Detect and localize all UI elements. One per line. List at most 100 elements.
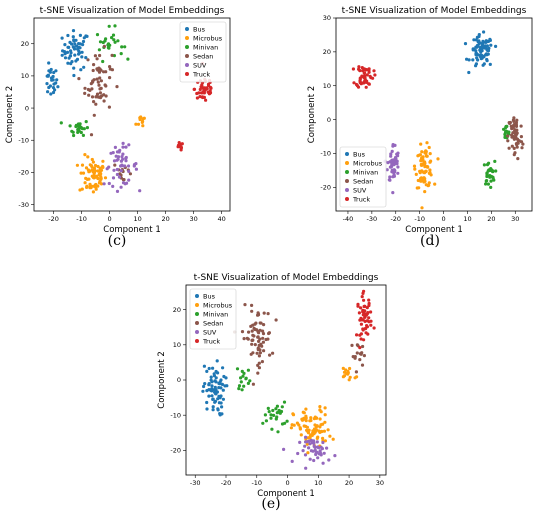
- x-tick-label: 0: [108, 215, 112, 223]
- point-minivan: [244, 376, 248, 380]
- point-microbus: [348, 366, 352, 371]
- point-sedan: [252, 326, 256, 330]
- point-suv: [119, 185, 123, 189]
- point-truck: [197, 91, 201, 95]
- point-sedan: [258, 351, 262, 355]
- plot-frame: [335, 17, 533, 212]
- point-sedan: [515, 141, 519, 145]
- point-sedan: [250, 303, 254, 307]
- point-truck: [372, 326, 376, 330]
- legend-box: [189, 288, 237, 350]
- point-bus: [486, 49, 491, 53]
- point-minivan: [85, 126, 89, 130]
- point-bus: [66, 61, 70, 65]
- point-sedan: [514, 134, 518, 139]
- point-microbus: [428, 152, 432, 156]
- point-suv: [396, 154, 400, 158]
- point-microbus: [297, 423, 301, 427]
- point-microbus: [98, 179, 102, 183]
- point-truck: [208, 85, 213, 89]
- point-suv: [316, 456, 320, 460]
- point-microbus: [86, 155, 90, 159]
- point-sedan: [89, 133, 94, 137]
- point-sedan: [91, 68, 95, 73]
- point-suv: [388, 175, 392, 179]
- point-bus: [479, 48, 484, 52]
- point-bus: [202, 364, 206, 368]
- point-sedan: [255, 351, 259, 355]
- point-truck: [357, 311, 361, 315]
- point-sedan: [247, 330, 251, 334]
- point-minivan: [489, 185, 493, 189]
- legend-marker: [185, 45, 189, 49]
- point-minivan: [484, 179, 488, 183]
- point-bus: [52, 70, 56, 75]
- point-suv: [102, 182, 106, 186]
- point-sedan: [351, 355, 355, 359]
- point-sedan: [98, 53, 102, 58]
- point-sedan: [250, 329, 254, 333]
- point-microbus: [315, 424, 319, 428]
- point-microbus: [323, 439, 327, 443]
- legend-marker: [195, 330, 199, 334]
- point-bus: [53, 88, 57, 92]
- point-bus: [203, 382, 207, 386]
- point-microbus: [101, 164, 105, 169]
- point-bus: [217, 394, 221, 398]
- point-truck: [364, 80, 368, 84]
- point-microbus: [436, 157, 440, 161]
- point-bus: [220, 412, 224, 416]
- point-bus: [221, 366, 225, 370]
- point-truck: [365, 319, 369, 323]
- y-tick-label: -10: [320, 150, 331, 158]
- point-bus: [207, 366, 211, 371]
- point-truck: [363, 315, 367, 319]
- y-axis-label: Component 2: [307, 86, 317, 143]
- point-microbus: [94, 182, 98, 187]
- point-truck: [202, 95, 206, 99]
- point-microbus: [136, 122, 141, 126]
- point-bus: [81, 43, 85, 47]
- point-sedan: [264, 337, 268, 342]
- series-bus: [463, 30, 498, 75]
- point-minivan: [276, 430, 280, 434]
- point-minivan: [282, 400, 287, 404]
- point-bus: [54, 69, 58, 73]
- x-tick-label: 20: [161, 215, 169, 223]
- point-minivan: [101, 59, 105, 64]
- x-tick-label: -10: [414, 215, 425, 223]
- point-bus: [479, 45, 483, 49]
- point-microbus: [80, 163, 85, 167]
- point-sedan: [253, 343, 257, 347]
- point-sedan: [519, 140, 524, 144]
- point-sedan: [98, 87, 102, 91]
- point-truck: [352, 81, 356, 85]
- point-bus: [482, 55, 486, 59]
- point-suv: [333, 454, 337, 458]
- point-truck: [367, 303, 371, 308]
- point-suv: [290, 459, 294, 463]
- point-sedan: [102, 70, 106, 74]
- point-bus: [219, 378, 223, 382]
- series-sedan: [506, 116, 525, 161]
- point-microbus: [299, 433, 303, 437]
- point-microbus: [92, 172, 96, 176]
- point-truck: [208, 91, 212, 95]
- point-bus: [482, 30, 486, 34]
- point-sedan: [519, 135, 524, 139]
- point-bus: [216, 407, 220, 411]
- point-bus: [217, 381, 221, 385]
- legend-entry: Microbus: [353, 159, 383, 167]
- point-minivan: [95, 33, 100, 37]
- point-bus: [68, 40, 72, 45]
- point-bus: [71, 45, 75, 49]
- point-bus: [80, 55, 84, 59]
- point-suv: [138, 189, 142, 193]
- point-minivan: [263, 413, 267, 417]
- point-bus: [55, 78, 59, 82]
- point-minivan: [240, 369, 244, 373]
- point-bus: [52, 82, 56, 86]
- point-sedan: [268, 353, 272, 357]
- point-sedan: [95, 57, 99, 61]
